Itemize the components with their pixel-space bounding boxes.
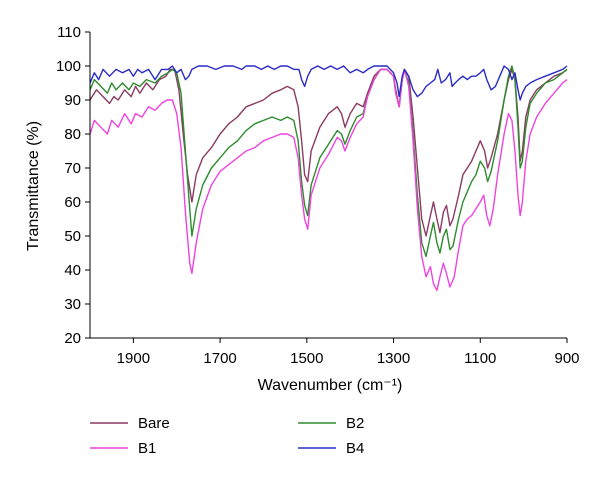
x-tick-label: 1700 bbox=[203, 350, 236, 367]
y-tick-label: 70 bbox=[64, 160, 81, 177]
legend-item-bare: Bare bbox=[90, 415, 170, 432]
y-axis-label: Transmittance (%) bbox=[25, 121, 42, 251]
y-tick-label: 30 bbox=[64, 296, 81, 313]
legend-label: B2 bbox=[346, 415, 364, 432]
legend: Bare B2 B1 B4 bbox=[90, 415, 364, 457]
y-tick-label: 100 bbox=[56, 58, 81, 75]
legend-item-b4: B4 bbox=[298, 440, 364, 457]
series-line-bare bbox=[89, 68, 568, 237]
y-tick-label: 80 bbox=[64, 126, 81, 143]
axes-layer bbox=[89, 32, 567, 339]
series-line-b2 bbox=[89, 65, 568, 258]
x-tick-label: 1500 bbox=[290, 350, 323, 367]
legend-label: B1 bbox=[138, 440, 156, 457]
y-tick-label: 50 bbox=[64, 228, 81, 245]
x-tick-label: 1300 bbox=[377, 350, 410, 367]
y-tick-label: 110 bbox=[57, 24, 81, 41]
series-line-b1 bbox=[89, 68, 568, 292]
series-layer bbox=[89, 65, 568, 292]
x-tick-label: 1100 bbox=[464, 350, 496, 367]
legend-label: Bare bbox=[138, 415, 170, 432]
legend-item-b1: B1 bbox=[90, 440, 156, 457]
y-tick-label: 60 bbox=[64, 194, 81, 211]
y-tick-label: 40 bbox=[64, 262, 81, 279]
y-tick-label: 20 bbox=[64, 330, 81, 347]
y-tick-label: 90 bbox=[64, 92, 81, 109]
x-tick-label: 900 bbox=[554, 350, 579, 367]
x-tick-label: 1900 bbox=[117, 350, 150, 367]
legend-item-b2: B2 bbox=[298, 415, 364, 432]
ticks-layer: 20 30 40 50 60 70 80 90 100 110 1900 1700 1500 1300 11… bbox=[56, 24, 580, 367]
series-line-b4 bbox=[89, 65, 568, 101]
legend-label: B4 bbox=[346, 440, 364, 457]
x-axis-label: Wavenumber (cm⁻¹) bbox=[258, 377, 403, 394]
